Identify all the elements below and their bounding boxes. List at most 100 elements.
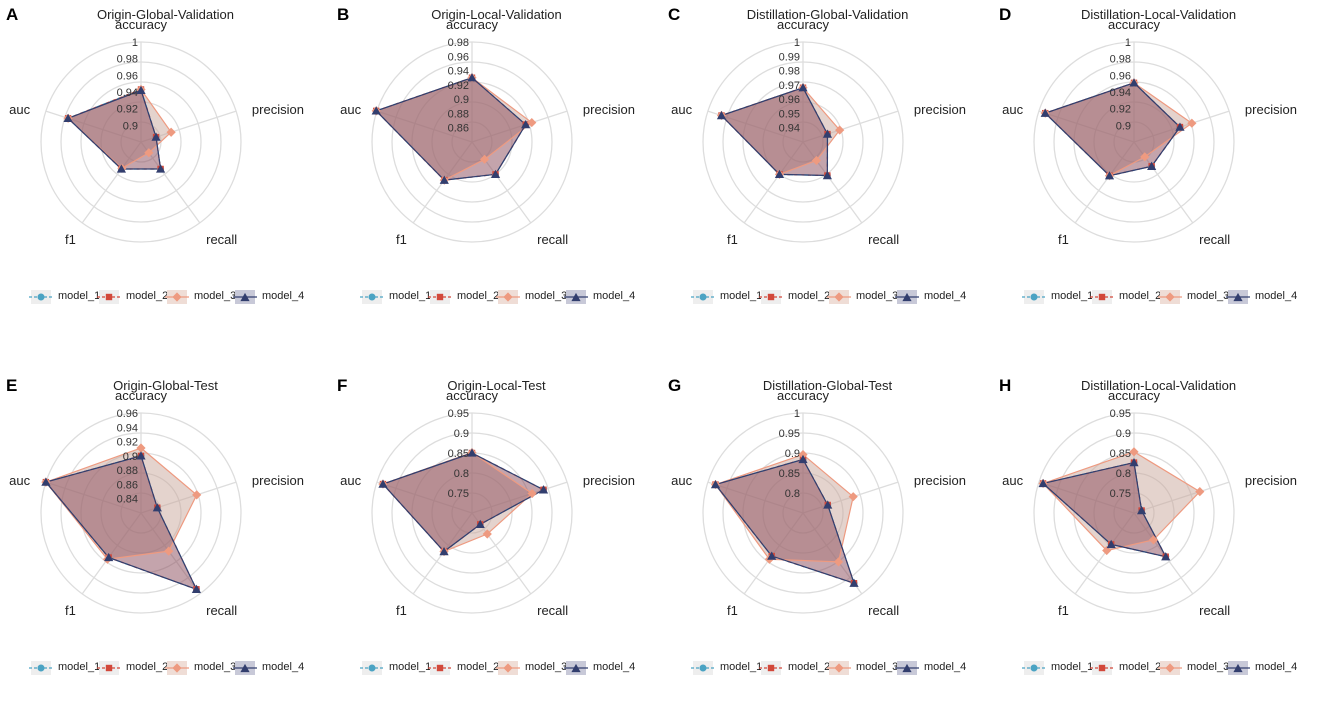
legend-key-marker — [172, 663, 182, 673]
radar-chart-svg: accuracy precision recall f1 auc 0.75 0.8 0.85 0… — [340, 388, 635, 618]
panel-title: Distillation-Local-Validation — [1080, 378, 1237, 393]
legend-key-marker — [1098, 293, 1106, 301]
tick-label: 0.94 — [117, 87, 138, 99]
tick-label: 0.85 — [448, 448, 469, 460]
marker-model-4 — [1038, 478, 1048, 488]
tick-label: 0.95 — [779, 108, 800, 120]
legend-key-icon — [428, 661, 452, 675]
radar-panel: A Origin-Global-Validation accuracy preci… — [0, 0, 331, 342]
axis-label: auc — [1002, 102, 1023, 117]
marker-model-4 — [538, 485, 549, 494]
legend-label: model_1 — [58, 661, 101, 673]
tick-label: 0.86 — [117, 479, 138, 491]
marker-model-4 — [1147, 161, 1157, 170]
legend-key-icon — [564, 290, 588, 304]
panel-letter: E — [6, 376, 18, 395]
marker-model-3 — [1140, 152, 1150, 162]
radar-panel: D Distillation-Local-Validation accuracy… — [993, 0, 1324, 342]
marker-model-3 — [166, 127, 176, 137]
marker-model-4 — [1106, 539, 1116, 549]
area-model-4 — [376, 77, 526, 181]
tick-label: 0.75 — [448, 488, 469, 500]
marker-model-3 — [1187, 118, 1197, 128]
area-model-4 — [382, 453, 544, 552]
radar-chart-svg: accuracy precision recall f1 auc 0.86 0.88 0.9 0… — [340, 17, 635, 247]
marker-model-4 — [1137, 505, 1147, 515]
tick-label: 0.86 — [448, 123, 469, 135]
legend-key-marker — [105, 664, 113, 672]
legend-label: model_4 — [593, 290, 636, 302]
legend-key-icon — [1226, 661, 1250, 675]
area-model-4 — [1045, 82, 1180, 176]
tick-label: 0.97 — [779, 80, 800, 92]
tick-label: 0.98 — [1110, 54, 1131, 66]
marker-model-4 — [152, 503, 162, 512]
axis-label: accuracy — [1108, 17, 1161, 32]
panel-letter: C — [668, 5, 681, 24]
axis-label: f1 — [396, 232, 407, 247]
tick-label: 0.95 — [779, 428, 800, 440]
marker-model-3 — [482, 529, 492, 539]
legend-label: model_4 — [593, 661, 636, 673]
legend-label: model_2 — [126, 661, 169, 673]
radar-chart-svg: accuracy precision recall f1 auc 0.84 0.86 0.88… — [9, 388, 304, 618]
legend-label: model_3 — [194, 290, 237, 302]
marker-model-3 — [835, 125, 845, 135]
tick-label: 0.9 — [454, 428, 469, 440]
area-model-4 — [1043, 462, 1166, 557]
marker-model-3 — [144, 148, 154, 158]
legend-label: model_2 — [457, 290, 500, 302]
axis-label: recall — [206, 232, 237, 247]
marker-model-4 — [822, 129, 833, 138]
legend-label: model_1 — [720, 661, 763, 673]
radar-chart-svg: accuracy precision recall f1 auc 0.75 0.8 0.85 0… — [1002, 388, 1297, 618]
radar-panel: F Origin-Local-Test accuracy precision rec… — [331, 371, 662, 713]
tick-label: 0.9 — [785, 448, 800, 460]
axis-label: f1 — [396, 603, 407, 618]
legend-key-marker — [571, 663, 581, 673]
legend-key-icon — [759, 661, 783, 675]
legend-key-marker — [834, 292, 844, 302]
legend-key-icon — [759, 290, 783, 304]
legend-key-icon — [1158, 290, 1182, 304]
axis-label: f1 — [727, 232, 738, 247]
marker-model-3 — [136, 443, 146, 453]
axis-label: auc — [9, 473, 30, 488]
legend-key-marker — [699, 664, 707, 672]
legend-key-icon — [496, 661, 520, 675]
radar-panel: B Origin-Local-Validation accuracy precis… — [331, 0, 662, 342]
line-model-4 — [714, 458, 855, 585]
tick-label: 0.8 — [454, 468, 469, 480]
legend-label: model_3 — [525, 661, 568, 673]
legend-key-icon — [895, 661, 919, 675]
axis-label: auc — [671, 473, 692, 488]
radar-chart-svg: accuracy precision recall f1 auc 0.94 0.95 0.96… — [671, 17, 966, 247]
legend: model_1 model_2 model_3 model_4 — [993, 659, 1324, 677]
line-model-4 — [720, 86, 829, 177]
tick-label: 0.92 — [117, 104, 138, 116]
tick-label: 0.98 — [448, 37, 469, 49]
legend-label: model_4 — [262, 661, 305, 673]
legend-label: model_1 — [720, 290, 763, 302]
axis-label: recall — [206, 603, 237, 618]
legend-label: model_1 — [389, 290, 432, 302]
legend: model_1 model_2 model_3 model_4 — [662, 659, 993, 677]
legend: model_1 model_2 model_3 model_4 — [0, 288, 331, 306]
axis-label: recall — [868, 232, 899, 247]
axis-label: accuracy — [446, 388, 499, 403]
legend: model_1 model_2 model_3 model_4 — [993, 288, 1324, 306]
panel-title: Distillation-Global-Validation — [746, 7, 909, 22]
marker-model-4 — [41, 477, 51, 486]
panel-letter: B — [337, 5, 350, 24]
marker-model-4 — [116, 164, 127, 173]
legend-key-marker — [1233, 292, 1243, 302]
axis-label: f1 — [727, 603, 738, 618]
marker-model-4 — [1104, 171, 1115, 180]
panel-title: Distillation-Local-Validation — [1080, 7, 1237, 22]
tick-label: 1 — [794, 37, 800, 49]
axis-label: f1 — [1058, 232, 1069, 247]
panel-letter: H — [999, 376, 1012, 395]
tick-label: 1 — [1125, 37, 1131, 49]
marker-model-3 — [1195, 487, 1205, 497]
tick-label: 0.9 — [1116, 120, 1131, 132]
